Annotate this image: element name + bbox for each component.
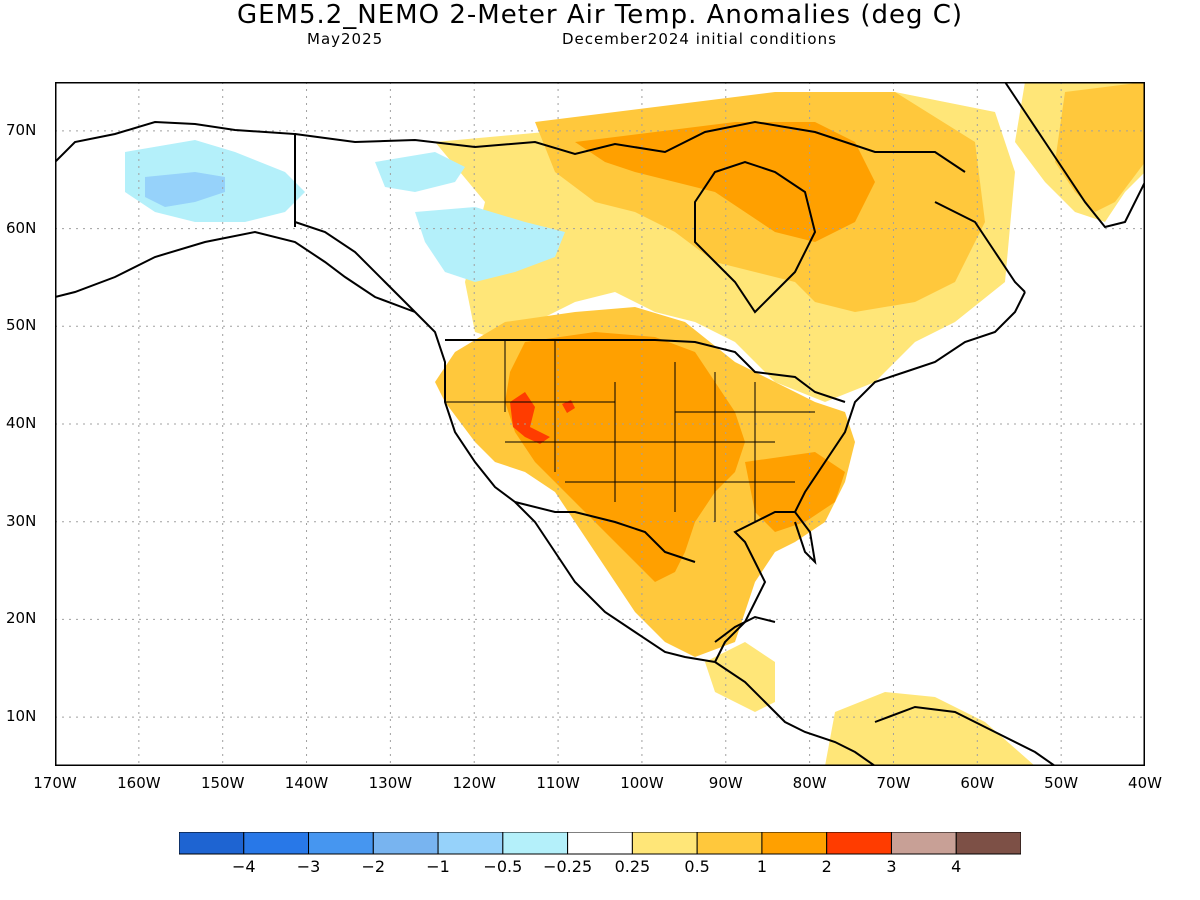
anomaly-region-orange-greenland <box>1055 82 1145 212</box>
us-canada-border <box>445 339 846 403</box>
east-coast <box>794 291 1026 513</box>
latitude-label: 10N <box>6 707 37 726</box>
south-america-coast <box>874 705 1056 766</box>
longitude-label: 40W <box>1128 774 1162 792</box>
colorbar-label: −2 <box>361 857 386 876</box>
latitude-label: 40N <box>6 414 37 432</box>
longitude-label: 80W <box>792 774 827 792</box>
colorbar-label: 4 <box>951 857 962 876</box>
north-american-arctic-coast <box>294 120 966 173</box>
anomaly-region-light-yellow-south-america <box>825 692 1035 766</box>
colorbar-swatch <box>437 832 504 855</box>
latitude-label: 60N <box>6 218 37 237</box>
anomaly-region-blue-alaska <box>145 172 225 207</box>
colorbar-label: 0.5 <box>684 857 710 876</box>
state-boundaries <box>445 340 815 522</box>
anomaly-region-red-2 <box>562 400 575 413</box>
hudson-bay <box>694 160 817 314</box>
longitude-label: 100W <box>620 774 664 792</box>
latitude-label: 50N <box>6 316 37 335</box>
colorbar-label: −0.25 <box>543 857 593 876</box>
colorbar-swatch <box>308 832 374 855</box>
colorbar-label: −0.5 <box>483 857 523 876</box>
anomaly-region-light-blue-canada <box>375 152 465 192</box>
west-coast <box>414 311 716 663</box>
colorbar-swatch <box>890 832 957 855</box>
colorbar-label: 0.25 <box>614 857 651 876</box>
colorbar-swatch <box>631 832 698 855</box>
anomaly-map <box>55 82 1145 766</box>
colorbar-swatch <box>372 832 439 855</box>
central-america-coast <box>714 661 876 766</box>
colorbar-swatch <box>567 832 633 855</box>
colorbar <box>179 832 1021 855</box>
longitude-label: 110W <box>536 774 580 792</box>
colorbar-swatch <box>826 832 892 855</box>
map-frame <box>55 82 1145 766</box>
latitude-label: 30N <box>6 511 37 530</box>
colorbar-label: 3 <box>886 857 897 876</box>
colorbar-swatch <box>696 832 763 855</box>
anomaly-region-red <box>510 392 550 444</box>
colorbar-label: −4 <box>231 857 256 876</box>
latitude-label: 70N <box>6 120 37 139</box>
latitude-label: 20N <box>6 609 37 628</box>
caribbean-coast <box>714 615 776 643</box>
colorbar-label: 2 <box>821 857 832 876</box>
us-mexico-border <box>514 501 696 563</box>
colorbar-swatch <box>502 832 569 855</box>
greenland-coast <box>1004 82 1145 229</box>
colorbar-label: 1 <box>756 857 768 876</box>
colorbar-label: −3 <box>296 857 321 876</box>
grid-lines <box>55 82 1145 766</box>
longitude-label: 160W <box>117 774 161 792</box>
map-panel <box>55 82 1145 766</box>
longitude-label: 130W <box>368 774 413 792</box>
anomaly-region-dark-orange <box>505 332 745 582</box>
longitude-label: 60W <box>960 774 995 792</box>
longitude-label: 120W <box>452 774 496 792</box>
subtitle-valid-month: May2025 <box>307 30 384 48</box>
longitude-label: 70W <box>876 774 911 792</box>
anomaly-region-dark-orange-3 <box>745 452 845 532</box>
anomaly-region-dark-orange-2 <box>575 122 875 242</box>
longitude-label: 90W <box>708 774 743 792</box>
longitude-label: 170W <box>33 774 77 792</box>
anomaly-shading <box>125 82 1145 766</box>
longitude-label: 150W <box>200 774 245 792</box>
subtitle-initial-conditions: December2024 initial conditions <box>562 30 837 48</box>
colorbar-swatch <box>243 832 310 855</box>
coastlines <box>55 82 1145 766</box>
longitude-label: 140W <box>284 774 329 792</box>
anomaly-region-light-blue-canada-2 <box>415 207 565 282</box>
longitude-label: 50W <box>1044 774 1079 792</box>
colorbar-swatch <box>955 832 1021 855</box>
alaska-coast <box>55 120 416 313</box>
colorbar-swatch <box>179 832 245 855</box>
labrador-coast <box>934 201 1026 293</box>
chart-title: GEM5.2_NEMO 2-Meter Air Temp. Anomalies … <box>236 0 964 30</box>
colorbar-swatch <box>761 832 828 855</box>
colorbar-label: −1 <box>426 857 450 876</box>
gulf-coast <box>714 511 817 663</box>
